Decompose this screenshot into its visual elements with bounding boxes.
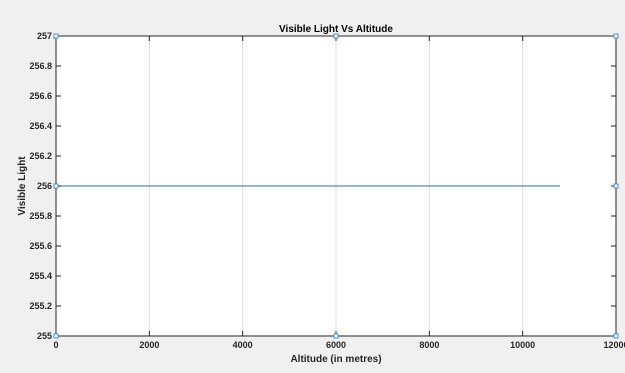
y-tick-label: 256.2 [29, 151, 52, 161]
y-tick-label: 255.4 [29, 271, 52, 281]
data-marker [333, 33, 339, 39]
y-tick-label: 255.2 [29, 301, 52, 311]
x-tick-label: 12000 [603, 340, 625, 350]
y-tick-label: 255.6 [29, 241, 52, 251]
x-tick-label: 6000 [326, 340, 346, 350]
x-tick-label: 2000 [139, 340, 159, 350]
y-tick-label: 256.4 [29, 121, 52, 131]
data-marker [53, 183, 59, 189]
y-tick-label: 255.8 [29, 211, 52, 221]
data-marker [333, 333, 339, 339]
label-layer: 0 2000 4000 6000 8000 10000 12000 255 255.2 255.4… [29, 31, 625, 350]
x-tick-label: 10000 [510, 340, 535, 350]
data-marker [613, 183, 619, 189]
x-tick-label: 4000 [233, 340, 253, 350]
y-tick-label: 255 [37, 331, 52, 341]
chart-title: Visible Light Vs Altitude [279, 24, 393, 35]
data-marker [613, 33, 619, 39]
y-axis-title: Visible Light [17, 156, 28, 216]
x-tick-label: 8000 [419, 340, 439, 350]
x-tick-label: 0 [53, 340, 58, 350]
data-marker [53, 33, 59, 39]
data-marker [613, 333, 619, 339]
marker-layer [53, 33, 619, 339]
y-tick-label: 256 [37, 181, 52, 191]
x-axis-title: Altitude (in metres) [290, 354, 381, 365]
data-marker [53, 333, 59, 339]
y-tick-label: 256.8 [29, 61, 52, 71]
y-tick-label: 257 [37, 31, 52, 41]
y-tick-label: 256.6 [29, 91, 52, 101]
